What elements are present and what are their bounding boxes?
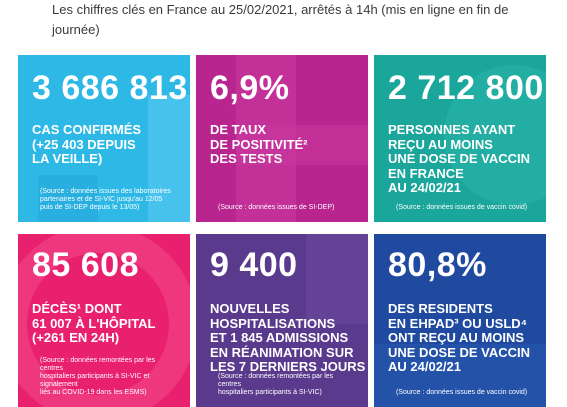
decorative-shape: [18, 234, 190, 407]
tile-description: DE TAUX DE POSITIVITÉ² DES TESTS: [210, 122, 308, 166]
tile-description: DES RESIDENTS EN EHPAD³ OU USLD⁴ ONT REÇ…: [388, 301, 531, 374]
page-title: Les chiffres clés en France au 25/02/202…: [52, 2, 509, 37]
tile-deaths: 85 608 DÉCÈS¹ DONT 61 007 À L'HÔPITAL (+…: [18, 234, 190, 407]
tile-source: (Source : données remontées par les cent…: [40, 357, 156, 396]
tile-source: (Source : données issues de vaccin covid…: [396, 204, 528, 211]
decorative-shape: [306, 234, 368, 324]
tile-source: (Source : données issues des laboratoire…: [40, 188, 171, 211]
tile-value: 2 712 800: [388, 69, 544, 107]
tile-hospitalisations: 9 400 NOUVELLES HOSPITALISATIONS ET 1 84…: [196, 234, 368, 407]
tile-value: 3 686 813: [32, 69, 188, 107]
tile-description: DÉCÈS¹ DONT 61 007 À L'HÔPITAL (+261 EN …: [32, 301, 156, 345]
tile-description: PERSONNES AYANT REÇU AU MOINS UNE DOSE D…: [388, 122, 531, 195]
tile-confirmed-cases: 3 686 813 CAS CONFIRMÉS (+25 403 DEPUIS …: [18, 55, 190, 222]
decorative-shape: [374, 344, 546, 407]
tile-description: CAS CONFIRMÉS (+25 403 DEPUIS LA VEILLE): [32, 122, 142, 166]
tile-source: (Source : données issues de SI-DEP): [218, 204, 335, 211]
tile-vaccinated-people: 2 712 800 PERSONNES AYANT REÇU AU MOINS …: [374, 55, 546, 222]
tile-source: (Source : données remontées par les cent…: [218, 373, 334, 396]
tile-positivity-rate: 6,9% DE TAUX DE POSITIVITÉ² DES TESTS (S…: [196, 55, 368, 222]
tile-description: NOUVELLES HOSPITALISATIONS ET 1 845 ADMI…: [210, 301, 366, 374]
decorative-shape: [444, 65, 546, 205]
tile-value: 85 608: [32, 246, 139, 284]
decorative-shape: [236, 55, 368, 222]
decorative-shape: [38, 95, 190, 222]
tile-value: 9 400: [210, 246, 298, 284]
tile-value: 80,8%: [388, 246, 487, 284]
tile-source: (Source : données issues de vaccin covid…: [396, 389, 528, 396]
tile-ehpad-residents: 80,8% DES RESIDENTS EN EHPAD³ OU USLD⁴ O…: [374, 234, 546, 407]
tile-value: 6,9%: [210, 69, 290, 107]
